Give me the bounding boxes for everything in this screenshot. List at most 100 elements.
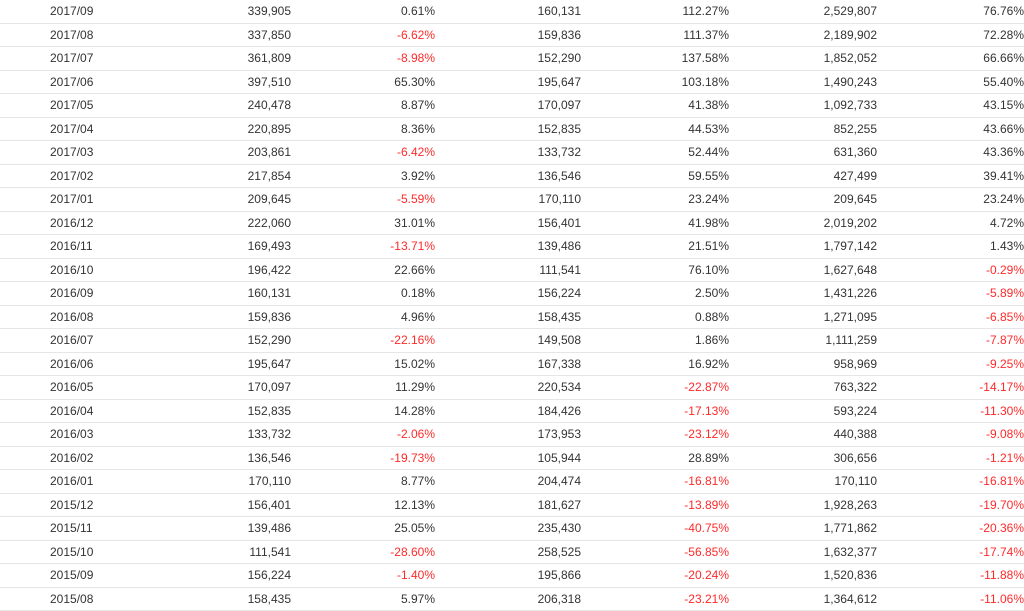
row-spacer xyxy=(0,211,50,235)
cell-cumulative-change: 1.43% xyxy=(877,234,1024,259)
table-row: 2016/02 136,546 -19.73% 105,944 28.89% 306,65… xyxy=(0,446,1024,470)
cell-period: 2017/01 xyxy=(50,187,142,212)
cell-value-a: 337,850 xyxy=(142,23,291,47)
cell-value-a: 220,895 xyxy=(142,117,291,141)
cell-period: 2017/06 xyxy=(50,70,142,94)
cell-cumulative-change: 66.66% xyxy=(877,46,1024,71)
cell-cumulative: 306,656 xyxy=(729,446,877,470)
cell-value-a: 209,645 xyxy=(142,187,291,212)
cell-cumulative-change: 43.15% xyxy=(877,93,1024,118)
cell-period: 2016/07 xyxy=(50,328,142,353)
cell-value-a: 133,732 xyxy=(142,422,291,447)
table-row: 2016/03 133,732 -2.06% 173,953 -23.12% 440,38… xyxy=(0,422,1024,447)
cell-value-a: 152,290 xyxy=(142,328,291,353)
row-spacer xyxy=(0,70,50,94)
cell-cumulative: 1,092,733 xyxy=(729,93,877,118)
cell-value-b: 159,836 xyxy=(435,23,581,47)
cell-value-a: 397,510 xyxy=(142,70,291,94)
cell-change-a: 31.01% xyxy=(291,211,435,235)
cell-change-a: 8.87% xyxy=(291,93,435,118)
cell-change-b: -23.21% xyxy=(581,587,729,611)
cell-cumulative: 763,322 xyxy=(729,375,877,400)
cell-value-b: 258,525 xyxy=(435,540,581,564)
cell-value-a: 156,224 xyxy=(142,563,291,588)
table-row: 2015/10 111,541 -28.60% 258,525 -56.85% 1,632… xyxy=(0,540,1024,564)
cell-value-a: 159,836 xyxy=(142,305,291,329)
cell-change-b: 41.98% xyxy=(581,211,729,235)
table-row: 2015/09 156,224 -1.40% 195,866 -20.24% 1,520,… xyxy=(0,563,1024,588)
cell-cumulative-change: -0.29% xyxy=(877,258,1024,282)
cell-cumulative: 852,255 xyxy=(729,117,877,141)
cell-cumulative-change: -9.25% xyxy=(877,352,1024,376)
cell-change-a: -19.73% xyxy=(291,446,435,470)
cell-cumulative-change: 55.40% xyxy=(877,70,1024,94)
cell-cumulative: 958,969 xyxy=(729,352,877,376)
cell-period: 2016/10 xyxy=(50,258,142,282)
table-row: 2017/07 361,809 -8.98% 152,290 137.58% 1,852,… xyxy=(0,46,1024,71)
cell-value-b: 156,401 xyxy=(435,211,581,235)
cell-period: 2017/08 xyxy=(50,23,142,47)
cell-change-a: 4.96% xyxy=(291,305,435,329)
cell-change-b: 112.27% xyxy=(581,0,729,24)
cell-cumulative-change: 72.28% xyxy=(877,23,1024,47)
cell-value-b: 136,546 xyxy=(435,164,581,188)
cell-period: 2016/01 xyxy=(50,469,142,494)
cell-cumulative-change: -5.89% xyxy=(877,281,1024,306)
cell-change-b: 0.88% xyxy=(581,305,729,329)
cell-value-b: 158,435 xyxy=(435,305,581,329)
cell-cumulative-change: -9.08% xyxy=(877,422,1024,447)
cell-cumulative: 1,627,648 xyxy=(729,258,877,282)
cell-value-b: 195,647 xyxy=(435,70,581,94)
cell-change-b: -23.12% xyxy=(581,422,729,447)
cell-value-b: 167,338 xyxy=(435,352,581,376)
cell-period: 2017/03 xyxy=(50,140,142,165)
row-spacer xyxy=(0,305,50,329)
cell-value-b: 152,835 xyxy=(435,117,581,141)
table-row: 2017/03 203,861 -6.42% 133,732 52.44% 631,360… xyxy=(0,140,1024,165)
cell-change-a: 12.13% xyxy=(291,493,435,517)
cell-period: 2016/08 xyxy=(50,305,142,329)
cell-cumulative-change: 43.66% xyxy=(877,117,1024,141)
cell-period: 2016/03 xyxy=(50,422,142,447)
table-row: 2017/08 337,850 -6.62% 159,836 111.37% 2,189,… xyxy=(0,23,1024,47)
cell-cumulative: 1,431,226 xyxy=(729,281,877,306)
row-spacer xyxy=(0,469,50,494)
cell-value-a: 170,110 xyxy=(142,469,291,494)
row-spacer xyxy=(0,375,50,400)
cell-cumulative: 593,224 xyxy=(729,399,877,423)
cell-change-a: -8.98% xyxy=(291,46,435,71)
cell-value-b: 184,426 xyxy=(435,399,581,423)
cell-change-a: 3.92% xyxy=(291,164,435,188)
cell-cumulative-change: -19.70% xyxy=(877,493,1024,517)
row-spacer xyxy=(0,352,50,376)
cell-change-b: 21.51% xyxy=(581,234,729,259)
cell-change-a: 65.30% xyxy=(291,70,435,94)
cell-change-a: 8.77% xyxy=(291,469,435,494)
cell-value-a: 158,435 xyxy=(142,587,291,611)
cell-cumulative-change: 76.76% xyxy=(877,0,1024,24)
cell-value-a: 169,493 xyxy=(142,234,291,259)
cell-value-b: 195,866 xyxy=(435,563,581,588)
cell-change-a: -1.40% xyxy=(291,563,435,588)
row-spacer xyxy=(0,587,50,611)
cell-value-a: 160,131 xyxy=(142,281,291,306)
cell-change-b: 111.37% xyxy=(581,23,729,47)
cell-period: 2016/06 xyxy=(50,352,142,376)
table-row: 2017/05 240,478 8.87% 170,097 41.38% 1,092,73… xyxy=(0,93,1024,118)
cell-cumulative: 631,360 xyxy=(729,140,877,165)
row-spacer xyxy=(0,328,50,353)
row-spacer xyxy=(0,493,50,517)
cell-change-a: 25.05% xyxy=(291,516,435,541)
table-row: 2017/09 339,905 0.61% 160,131 112.27% 2,529,8… xyxy=(0,0,1024,24)
cell-change-a: 14.28% xyxy=(291,399,435,423)
cell-cumulative-change: -11.30% xyxy=(877,399,1024,423)
cell-change-b: 44.53% xyxy=(581,117,729,141)
cell-value-b: 139,486 xyxy=(435,234,581,259)
table-row: 2016/07 152,290 -22.16% 149,508 1.86% 1,111,2… xyxy=(0,328,1024,353)
cell-change-b: 59.55% xyxy=(581,164,729,188)
cell-value-b: 152,290 xyxy=(435,46,581,71)
cell-cumulative-change: -6.85% xyxy=(877,305,1024,329)
table-row: 2016/01 170,110 8.77% 204,474 -16.81% 170,110… xyxy=(0,469,1024,494)
cell-value-a: 217,854 xyxy=(142,164,291,188)
row-spacer xyxy=(0,422,50,447)
